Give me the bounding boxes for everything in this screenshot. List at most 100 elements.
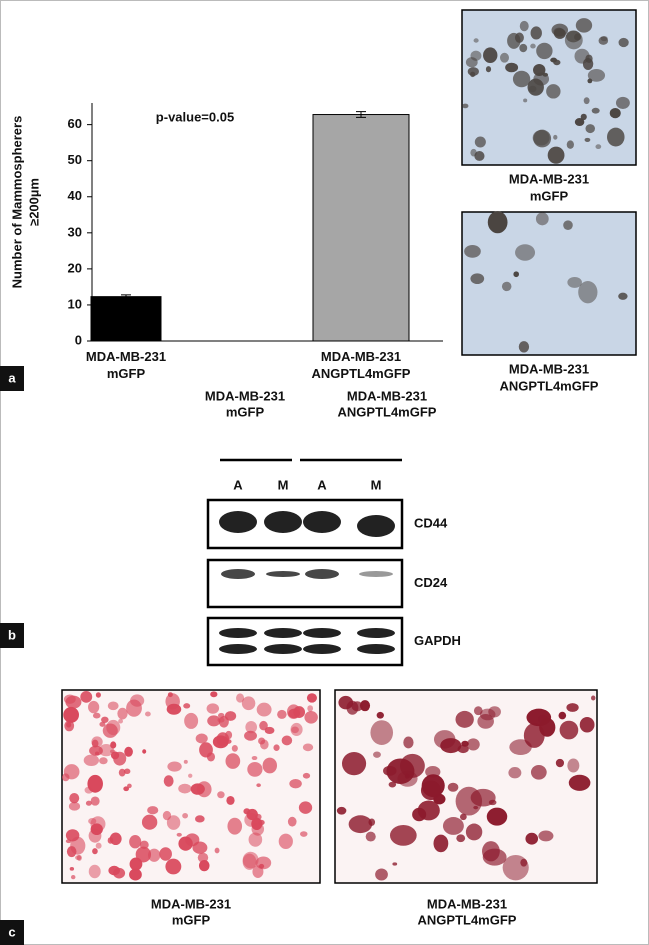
band — [264, 644, 302, 654]
texture — [386, 758, 415, 784]
y-tick-label: 0 — [75, 332, 82, 347]
texture — [500, 52, 509, 63]
x-tick-label: MDA-MB-231 mGFP — [86, 349, 166, 381]
band — [264, 511, 302, 533]
texture — [455, 710, 474, 728]
texture — [65, 829, 80, 842]
texture — [192, 841, 208, 854]
texture — [87, 774, 103, 793]
texture — [85, 800, 92, 806]
texture — [130, 694, 145, 707]
texture — [214, 847, 220, 854]
texture — [206, 703, 220, 714]
texture — [251, 817, 263, 831]
texture — [404, 773, 410, 779]
texture — [83, 754, 100, 766]
y-tick-label: 10 — [68, 296, 82, 311]
band — [305, 569, 339, 579]
texture — [302, 743, 314, 752]
texture — [566, 140, 574, 149]
texture — [528, 85, 537, 93]
texture — [256, 783, 261, 788]
texture — [532, 129, 550, 146]
texture — [392, 862, 398, 866]
texture — [375, 868, 388, 881]
texture — [580, 113, 587, 121]
bar — [90, 296, 162, 342]
texture — [473, 38, 479, 43]
y-tick-label: 30 — [68, 224, 82, 239]
texture — [574, 118, 585, 126]
texture — [109, 749, 116, 754]
texture — [591, 695, 596, 701]
texture — [241, 696, 256, 711]
panel-label-box — [0, 920, 24, 945]
row-label: GAPDH — [414, 633, 461, 648]
texture — [162, 810, 172, 821]
texture — [70, 874, 76, 880]
texture — [123, 786, 130, 792]
texture — [247, 762, 263, 777]
texture — [536, 42, 553, 60]
texture — [256, 702, 272, 717]
texture — [273, 744, 280, 751]
texture — [442, 817, 464, 835]
texture — [107, 837, 114, 844]
texture — [92, 712, 101, 719]
texture — [433, 730, 456, 749]
image-caption: MDA-MB-231 — [427, 896, 507, 911]
texture — [259, 720, 268, 731]
texture — [470, 273, 485, 285]
texture — [403, 736, 414, 749]
x-tick-label-line: mGFP — [107, 366, 146, 381]
texture — [421, 774, 445, 798]
texture — [533, 63, 546, 77]
texture — [606, 127, 625, 147]
texture — [615, 96, 630, 109]
texture — [110, 741, 117, 749]
texture — [618, 37, 629, 48]
bar — [312, 114, 410, 342]
texture — [99, 721, 106, 727]
texture — [66, 846, 77, 858]
texture — [618, 292, 628, 300]
texture — [473, 805, 479, 810]
texture — [501, 281, 512, 292]
image-caption: MDA-MB-231 — [509, 171, 589, 186]
texture — [470, 788, 496, 807]
band — [219, 628, 257, 638]
texture — [300, 831, 308, 837]
texture — [523, 98, 528, 103]
texture — [264, 726, 275, 735]
texture — [218, 712, 225, 719]
texture — [242, 851, 259, 869]
texture — [466, 738, 480, 751]
x-tick-label-line: ANGPTL4mGFP — [312, 366, 411, 381]
y-tick-label: 20 — [68, 260, 82, 275]
texture — [90, 796, 100, 806]
texture — [587, 68, 606, 82]
texture — [106, 719, 121, 736]
texture — [277, 709, 287, 719]
texture — [251, 756, 258, 761]
texture — [141, 814, 158, 830]
texture — [286, 704, 301, 720]
texture — [512, 70, 531, 88]
texture — [505, 62, 519, 73]
texture — [514, 32, 524, 43]
texture — [306, 693, 318, 703]
texture — [65, 695, 82, 709]
group-label: ANGPTL4mGFP — [338, 404, 437, 419]
texture — [376, 711, 384, 719]
texture — [459, 813, 467, 821]
texture — [117, 707, 128, 720]
texture — [558, 711, 567, 720]
texture — [579, 716, 595, 733]
texture — [69, 867, 75, 871]
texture — [147, 806, 159, 815]
texture — [519, 43, 528, 53]
texture — [486, 807, 508, 826]
image-caption: MDA-MB-231 — [509, 361, 589, 376]
texture — [298, 801, 313, 814]
